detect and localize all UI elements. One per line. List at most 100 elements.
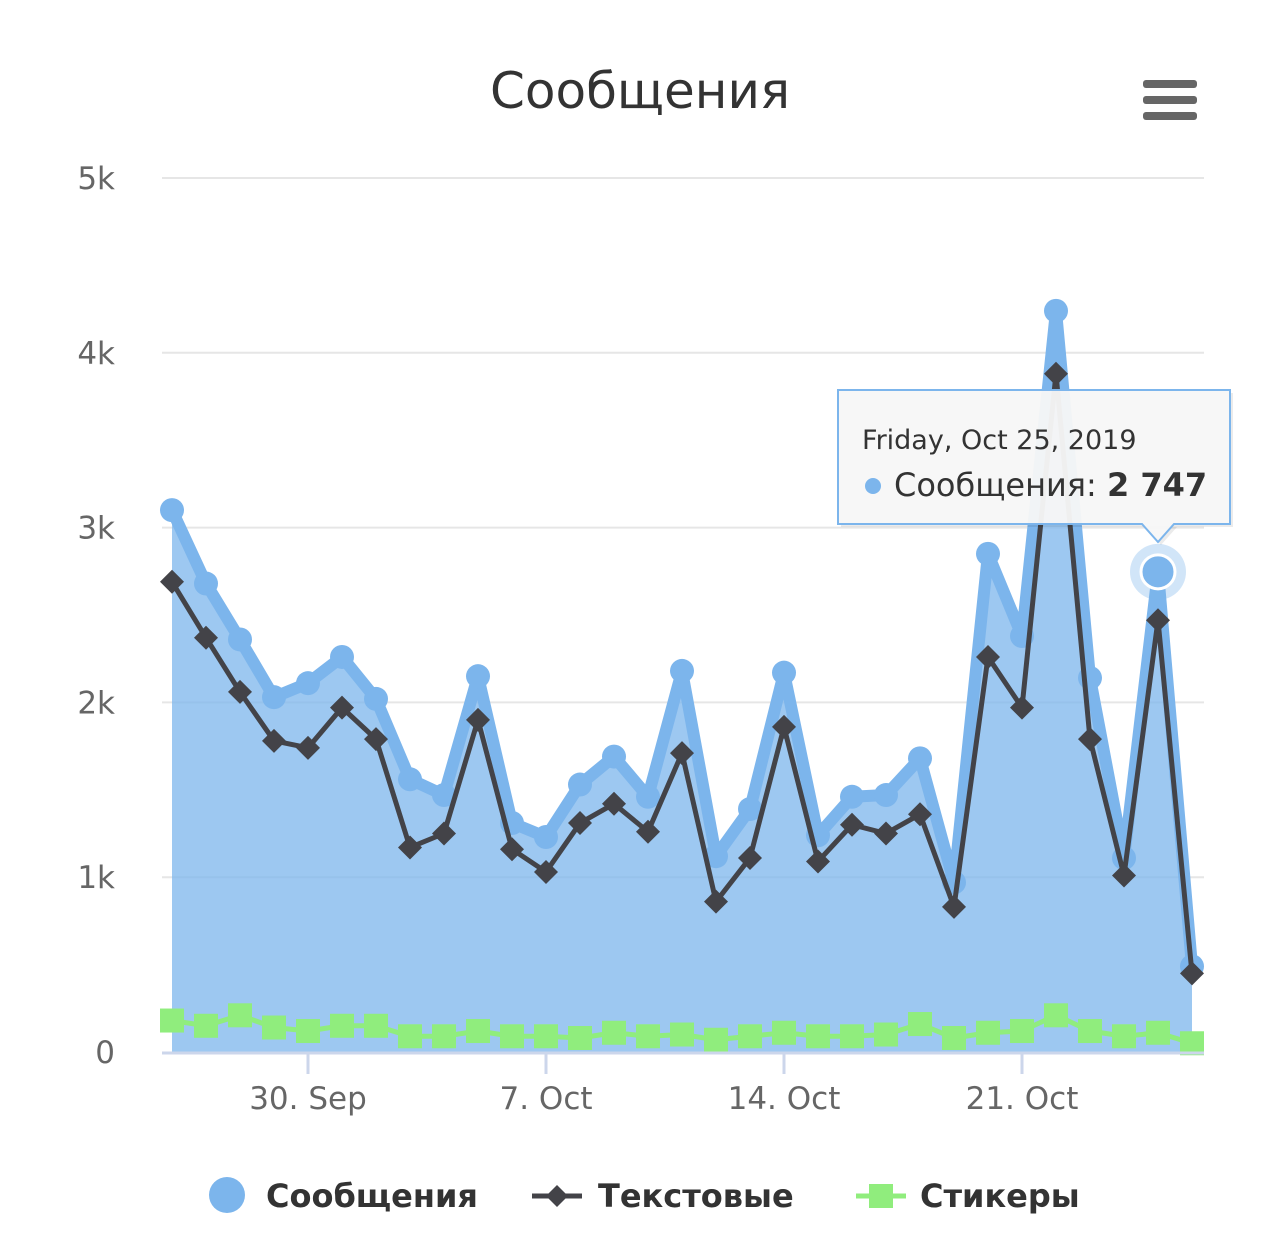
data-point-text xyxy=(330,695,354,720)
data-point-text xyxy=(432,821,456,846)
data-point-messages xyxy=(772,660,796,685)
legend-diamond-icon xyxy=(546,1185,568,1207)
data-point-messages xyxy=(330,644,354,669)
data-point-text xyxy=(568,811,592,836)
data-point-messages xyxy=(534,824,558,849)
data-point-text xyxy=(364,727,388,752)
data-point-messages xyxy=(568,772,592,797)
data-point-text xyxy=(806,849,830,874)
data-point-stickers xyxy=(738,1024,762,1049)
data-point-text xyxy=(228,679,252,704)
data-point-text xyxy=(840,812,864,837)
data-point-stickers xyxy=(1010,1019,1034,1044)
data-point-stickers xyxy=(704,1027,728,1052)
data-point-messages xyxy=(840,784,864,809)
data-point-stickers xyxy=(840,1024,864,1049)
data-point-stickers xyxy=(1044,1003,1068,1028)
data-point-text xyxy=(398,835,422,860)
data-point-text xyxy=(296,735,320,760)
data-point-messages xyxy=(398,767,422,792)
y-tick-label: 2k xyxy=(77,685,115,721)
data-point-stickers xyxy=(602,1020,626,1045)
tooltip-series-dot-icon xyxy=(865,478,881,494)
data-point-messages xyxy=(670,658,694,683)
data-point-stickers xyxy=(330,1013,354,1038)
data-point-stickers xyxy=(364,1013,388,1038)
data-point-messages xyxy=(976,541,1000,566)
data-point-text xyxy=(1010,695,1034,720)
data-point-text xyxy=(500,837,524,862)
data-point-text xyxy=(1044,361,1068,386)
legend-label-stickers[interactable]: Стикеры xyxy=(920,1177,1080,1215)
data-point-text xyxy=(738,845,762,870)
x-tick-label: 21. Oct xyxy=(966,1081,1079,1117)
tooltip-value: 2 747 xyxy=(1107,466,1207,504)
data-point-messages xyxy=(602,744,626,769)
legend-item-messages[interactable]: Сообщения xyxy=(209,1177,478,1215)
data-point-text xyxy=(160,569,184,594)
tooltip-series-name: Сообщения: xyxy=(894,466,1107,504)
legend-label-text[interactable]: Текстовые xyxy=(598,1177,794,1215)
data-point-stickers xyxy=(1180,1031,1204,1056)
data-point-text xyxy=(704,889,728,914)
highlight-point xyxy=(1139,553,1177,591)
data-point-stickers xyxy=(772,1020,796,1045)
x-tick-label: 14. Oct xyxy=(728,1081,841,1117)
data-point-messages xyxy=(432,783,456,808)
y-tick-label: 4k xyxy=(77,336,115,372)
data-point-text xyxy=(1112,863,1136,888)
data-point-text xyxy=(262,728,286,753)
data-point-messages xyxy=(466,664,490,689)
legend-circle-icon xyxy=(209,1177,245,1213)
data-point-stickers xyxy=(398,1024,422,1049)
data-point-text xyxy=(1078,727,1102,752)
y-tick-label: 0 xyxy=(95,1035,115,1071)
data-point-text xyxy=(908,802,932,827)
data-point-stickers xyxy=(976,1020,1000,1045)
data-point-stickers xyxy=(1112,1024,1136,1049)
data-point-text xyxy=(194,625,218,650)
data-point-stickers xyxy=(1078,1019,1102,1044)
data-point-stickers xyxy=(874,1022,898,1047)
data-point-text xyxy=(1146,608,1170,633)
data-point-messages xyxy=(296,671,320,696)
data-point-stickers xyxy=(432,1024,456,1049)
data-point-text xyxy=(670,741,694,766)
chart-menu-button[interactable] xyxy=(1130,66,1210,136)
data-point-messages xyxy=(704,844,728,869)
tooltip: Friday, Oct 25, 2019 Сообщения: 2 747 xyxy=(837,389,1233,600)
data-point-messages xyxy=(228,627,252,652)
legend-item-stickers[interactable]: Стикеры xyxy=(856,1177,1080,1215)
data-point-text xyxy=(534,859,558,884)
data-point-stickers xyxy=(806,1024,830,1049)
hamburger-menu-icon[interactable] xyxy=(1143,80,1197,120)
data-point-text xyxy=(976,644,1000,669)
data-point-stickers xyxy=(636,1024,660,1049)
data-point-stickers xyxy=(194,1013,218,1038)
legend: Сообщения Текстовые Стикеры xyxy=(209,1177,1080,1215)
x-tick-label: 30. Sep xyxy=(249,1081,367,1117)
data-point-stickers xyxy=(908,1012,932,1037)
data-point-messages xyxy=(194,571,218,596)
legend-square-icon xyxy=(869,1184,893,1208)
data-point-stickers xyxy=(262,1015,286,1040)
data-point-text xyxy=(602,791,626,816)
data-point-text xyxy=(636,819,660,844)
data-point-stickers xyxy=(534,1024,558,1049)
data-point-stickers xyxy=(670,1022,694,1047)
y-axis-labels: 0 1k 2k 3k 4k 5k xyxy=(77,161,115,1071)
data-point-messages xyxy=(364,686,388,711)
data-point-stickers xyxy=(568,1026,592,1051)
data-point-messages xyxy=(160,498,184,523)
legend-item-text[interactable]: Текстовые xyxy=(532,1177,794,1215)
chart-title: Сообщения xyxy=(490,62,790,120)
legend-label-messages[interactable]: Сообщения xyxy=(266,1177,478,1215)
data-point-stickers xyxy=(160,1008,184,1033)
data-point-messages xyxy=(636,784,660,809)
data-point-text xyxy=(772,714,796,739)
y-tick-label: 5k xyxy=(77,161,115,197)
tooltip-box xyxy=(837,389,1231,544)
data-point-stickers xyxy=(296,1019,320,1044)
data-point-stickers xyxy=(500,1024,524,1049)
